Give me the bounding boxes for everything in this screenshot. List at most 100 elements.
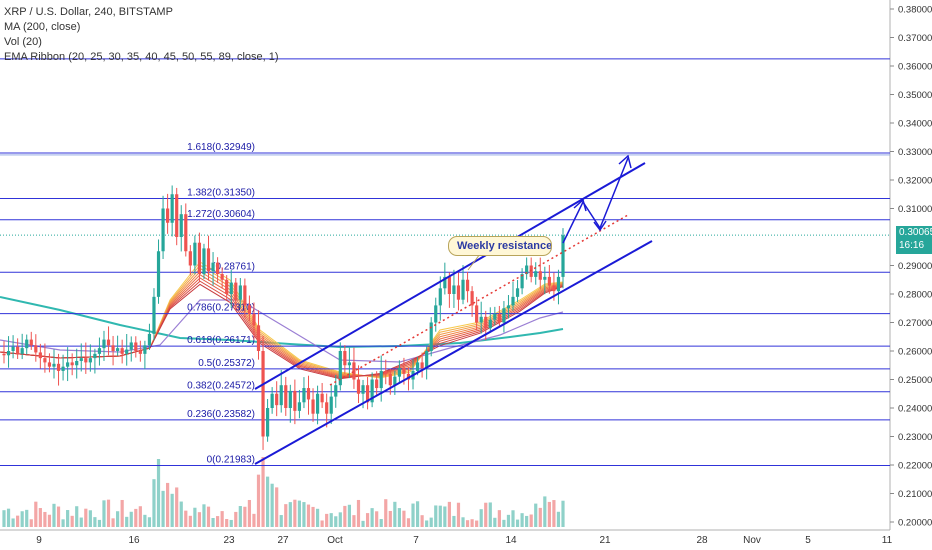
- candle-body: [402, 368, 406, 374]
- candle-body: [293, 390, 297, 411]
- candle-body: [438, 288, 442, 306]
- price-tick-label: 0.25000: [898, 375, 932, 386]
- candle-body: [397, 368, 401, 377]
- price-tick-label: 0.23000: [898, 432, 932, 443]
- volume-bar: [47, 514, 52, 527]
- volume-bar: [402, 510, 406, 527]
- fib-level-label: 0.382(0.24572): [187, 381, 255, 392]
- volume-bar: [138, 506, 142, 527]
- volume-bar: [311, 506, 315, 527]
- volume-bar: [415, 501, 420, 527]
- volume-bar: [184, 510, 188, 527]
- volume-bar: [106, 499, 111, 527]
- candle-body: [88, 358, 92, 363]
- candle-body: [497, 313, 501, 323]
- candle-body: [252, 313, 256, 326]
- candle-body: [138, 351, 142, 354]
- time-tick-label: Nov: [743, 535, 761, 546]
- volume-bar: [179, 501, 183, 527]
- volume-bar: [102, 500, 106, 527]
- volume-bar: [438, 505, 442, 527]
- volume-bar: [352, 515, 356, 527]
- candle-body: [306, 388, 311, 400]
- volume-bar: [515, 519, 520, 527]
- candle-body: [325, 402, 329, 414]
- volume-bar: [370, 508, 374, 527]
- volume-bar: [284, 504, 288, 527]
- legend-symbol[interactable]: XRP / U.S. Dollar, 240, BITSTAMP: [4, 6, 173, 18]
- volume-bar: [456, 502, 461, 527]
- volume-bar: [166, 482, 170, 527]
- price-tick-label: 0.28000: [898, 290, 932, 301]
- volume-bar: [111, 518, 115, 527]
- candle-body: [297, 402, 302, 411]
- candle-body: [561, 235, 565, 277]
- volume-bar: [161, 490, 165, 527]
- price-tick-label: 0.24000: [898, 404, 932, 415]
- candle-body: [288, 390, 292, 408]
- candle-body: [502, 308, 506, 323]
- candle-body: [147, 333, 152, 346]
- ema-ribbon-line: [0, 280, 564, 379]
- volume-bar: [43, 511, 47, 527]
- candle-body: [47, 362, 52, 367]
- candle-body: [547, 276, 551, 286]
- fib-level-label: 1.382(0.31350): [187, 188, 255, 199]
- candle-body: [538, 271, 542, 280]
- candle-body: [315, 393, 320, 414]
- candle-body: [93, 353, 97, 359]
- candle-body: [111, 345, 115, 351]
- candle-body: [511, 296, 515, 306]
- channel-upper-line: [254, 162, 646, 390]
- volume-bar: [497, 510, 501, 527]
- fib-level-label: 0.618(0.26171): [187, 335, 255, 346]
- volume-bar: [388, 510, 392, 527]
- volume-bar: [384, 499, 388, 527]
- volume-bar: [520, 513, 524, 527]
- time-tick-label: 5: [805, 535, 811, 546]
- time-tick-label: 11: [882, 535, 893, 546]
- ema89-line: [0, 299, 564, 363]
- volume-bar: [25, 509, 29, 527]
- volume-bar: [338, 512, 342, 527]
- candle-body: [420, 362, 424, 369]
- candle-body: [34, 345, 38, 353]
- candle-body: [329, 396, 333, 414]
- volume-bar: [411, 503, 415, 527]
- time-tick-label: 16: [128, 535, 140, 546]
- candle-body: [20, 348, 24, 354]
- price-tick-label: 0.35000: [898, 90, 932, 101]
- candle-body: [175, 194, 179, 237]
- candle-body: [365, 385, 370, 403]
- volume-bar: [197, 512, 202, 527]
- candle-body: [370, 379, 374, 403]
- candle-body: [375, 379, 379, 389]
- fib-level-label: 1.618(0.32949): [187, 142, 255, 153]
- candle-body: [120, 348, 124, 354]
- volume-bar: [229, 519, 233, 527]
- price-tick-label: 0.32000: [898, 176, 932, 187]
- candle-body: [425, 351, 429, 369]
- volume-bar: [406, 518, 411, 527]
- fib-level-label: 1(0.28761): [207, 261, 255, 272]
- volume-bar: [52, 503, 56, 527]
- legend-volume[interactable]: Vol (20): [4, 36, 42, 48]
- volume-bar: [6, 508, 11, 527]
- legend-ema-ribbon[interactable]: EMA Ribbon (20, 25, 30, 35, 40, 45, 50, …: [4, 51, 279, 63]
- candle-body: [488, 319, 492, 329]
- legend-ma[interactable]: MA (200, close): [4, 21, 81, 33]
- candle-body: [61, 366, 65, 371]
- candle-body: [161, 208, 165, 252]
- price-tick-label: 0.20000: [898, 518, 932, 529]
- price-tick-label: 0.33000: [898, 147, 932, 158]
- volume-bar: [206, 506, 211, 527]
- channel-lower-line: [254, 240, 653, 465]
- fib-level-label: 0.5(0.25372): [198, 358, 255, 369]
- candle-body: [2, 353, 6, 356]
- volume-bar: [188, 515, 192, 527]
- volume-bar: [315, 508, 320, 527]
- volume-bar: [70, 515, 74, 527]
- candle-body: [243, 285, 247, 306]
- candle-body: [216, 262, 220, 275]
